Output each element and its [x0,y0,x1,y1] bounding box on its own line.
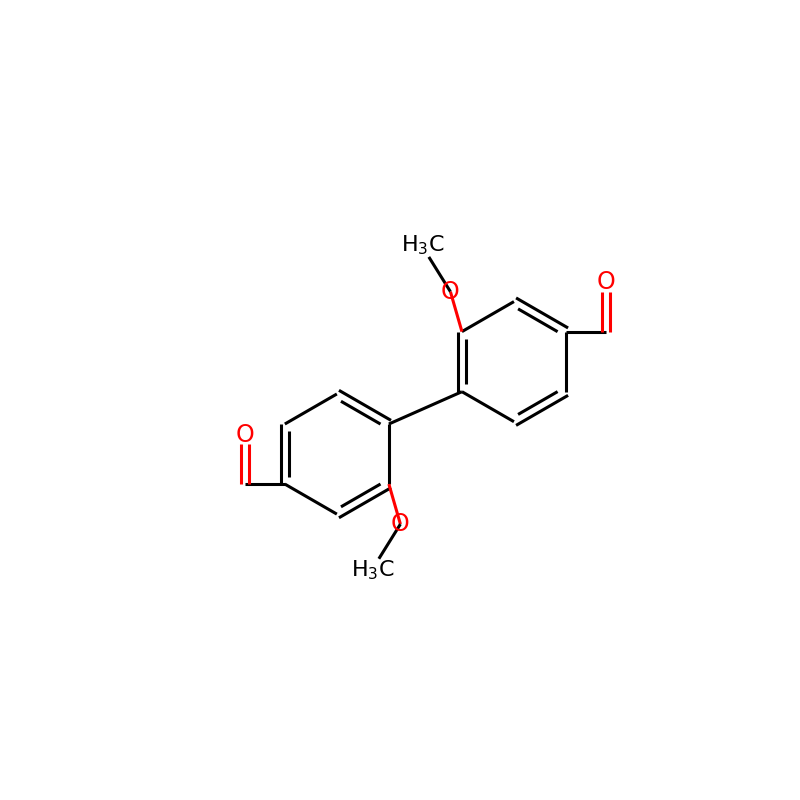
Text: H$_3$C: H$_3$C [401,234,445,257]
Text: O: O [597,270,615,294]
Text: O: O [235,422,254,446]
Text: H$_3$C: H$_3$C [351,558,394,582]
Text: O: O [391,512,410,536]
Text: O: O [441,279,460,303]
